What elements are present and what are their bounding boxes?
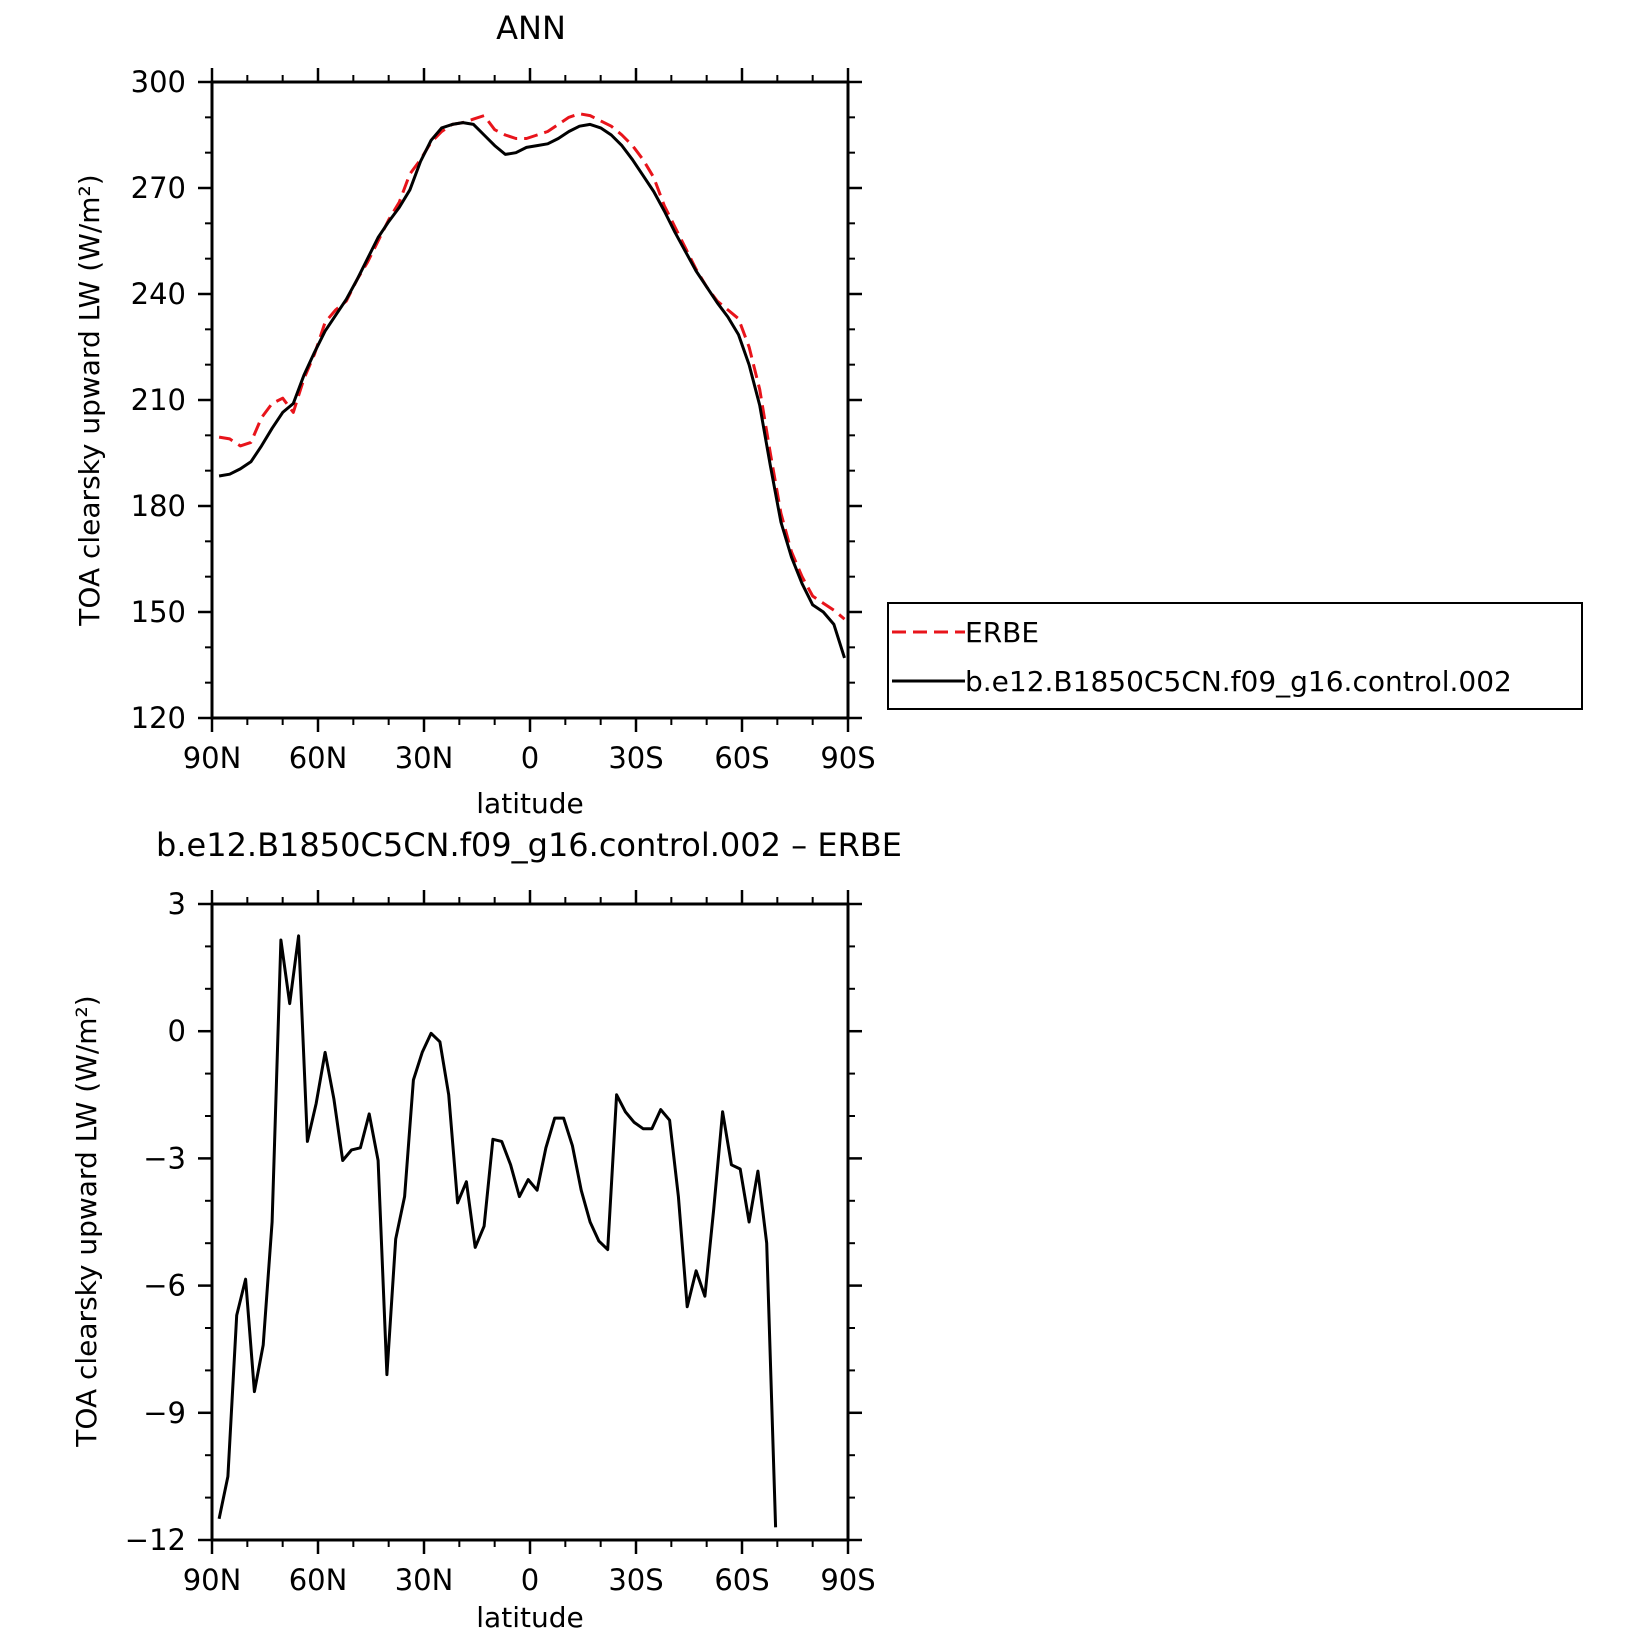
bottom-axes bbox=[198, 890, 862, 1554]
bottom-x-axis-title: latitude bbox=[476, 1601, 583, 1631]
top-x-tick-label: 30N bbox=[395, 741, 454, 775]
bottom-y-tick-label: −12 bbox=[125, 1523, 186, 1557]
top-y-axis-title: TOA clearsky upward LW (W/m²) bbox=[73, 174, 106, 626]
legend: ERBE b.e12.B1850C5CN.f09_g16.control.002 bbox=[887, 602, 1583, 710]
top-x-tick-label: 60S bbox=[714, 741, 769, 775]
top-y-tick-label: 240 bbox=[131, 277, 186, 311]
top-y-tick-label: 120 bbox=[131, 701, 186, 735]
bottom-series-difference-line bbox=[217, 934, 778, 1528]
bottom-y-tick-label: 0 bbox=[168, 1014, 186, 1048]
legend-box bbox=[887, 602, 1583, 710]
top-series-lines bbox=[218, 112, 846, 659]
top-plot-title: ANN bbox=[496, 9, 566, 47]
top-y-tick-labels: 120 150 180 210 240 270 300 bbox=[131, 65, 186, 735]
top-x-tick-labels: 90N 60N 30N 0 30S 60S 90S bbox=[183, 741, 876, 775]
top-series-b-e12-b1850c5cn-f09-g16-control-002-line bbox=[218, 121, 846, 659]
bottom-x-tick-label: 0 bbox=[521, 1563, 539, 1597]
top-x-tick-label: 60N bbox=[289, 741, 348, 775]
top-y-tick-label: 180 bbox=[131, 489, 186, 523]
bottom-x-tick-label: 90S bbox=[820, 1563, 875, 1597]
top-plot-frame bbox=[210, 80, 850, 720]
top-x-tick-label: 90N bbox=[183, 741, 242, 775]
bottom-x-tick-labels: 90N 60N 30N 0 30S 60S 90S bbox=[183, 1563, 876, 1597]
bottom-series-line bbox=[217, 934, 778, 1528]
bottom-x-tick-label: 90N bbox=[183, 1563, 242, 1597]
legend-model-label: b.e12.B1850C5CN.f09_g16.control.002 bbox=[965, 665, 1512, 698]
top-y-tick-label: 300 bbox=[131, 65, 186, 99]
top-x-tick-label: 90S bbox=[820, 741, 875, 775]
bottom-y-tick-label: −6 bbox=[143, 1269, 186, 1303]
top-x-tick-label: 30S bbox=[608, 741, 663, 775]
bottom-y-tick-label: 3 bbox=[168, 887, 186, 921]
bottom-plot-title: b.e12.B1850C5CN.f09_g16.control.002 – ER… bbox=[156, 826, 902, 864]
legend-erbe-label: ERBE bbox=[965, 616, 1039, 649]
top-axes bbox=[198, 68, 862, 732]
top-y-tick-label: 270 bbox=[131, 171, 186, 205]
bottom-y-tick-label: −3 bbox=[143, 1141, 186, 1175]
bottom-x-tick-label: 60N bbox=[289, 1563, 348, 1597]
bottom-plot-frame bbox=[210, 902, 850, 1542]
top-y-tick-label: 210 bbox=[131, 383, 186, 417]
top-series-erbe-line bbox=[218, 112, 846, 621]
top-x-tick-label: 0 bbox=[521, 741, 539, 775]
bottom-x-tick-label: 30S bbox=[608, 1563, 663, 1597]
top-x-axis-title: latitude bbox=[476, 787, 583, 820]
top-panel: ANN 120 150 180 210 240 270 300 90N 60N 30N 0 30S 6… bbox=[73, 9, 1583, 820]
bottom-panel: b.e12.B1850C5CN.f09_g16.control.002 – ER… bbox=[70, 826, 902, 1631]
bottom-y-tick-label: −9 bbox=[143, 1396, 186, 1430]
top-y-tick-label: 150 bbox=[131, 595, 186, 629]
bottom-x-tick-label: 30N bbox=[395, 1563, 454, 1597]
bottom-x-tick-label: 60S bbox=[714, 1563, 769, 1597]
bottom-y-tick-labels: −12 −9 −6 −3 0 3 bbox=[125, 887, 186, 1557]
bottom-y-axis-title: TOA clearsky upward LW (W/m²) bbox=[70, 995, 103, 1447]
